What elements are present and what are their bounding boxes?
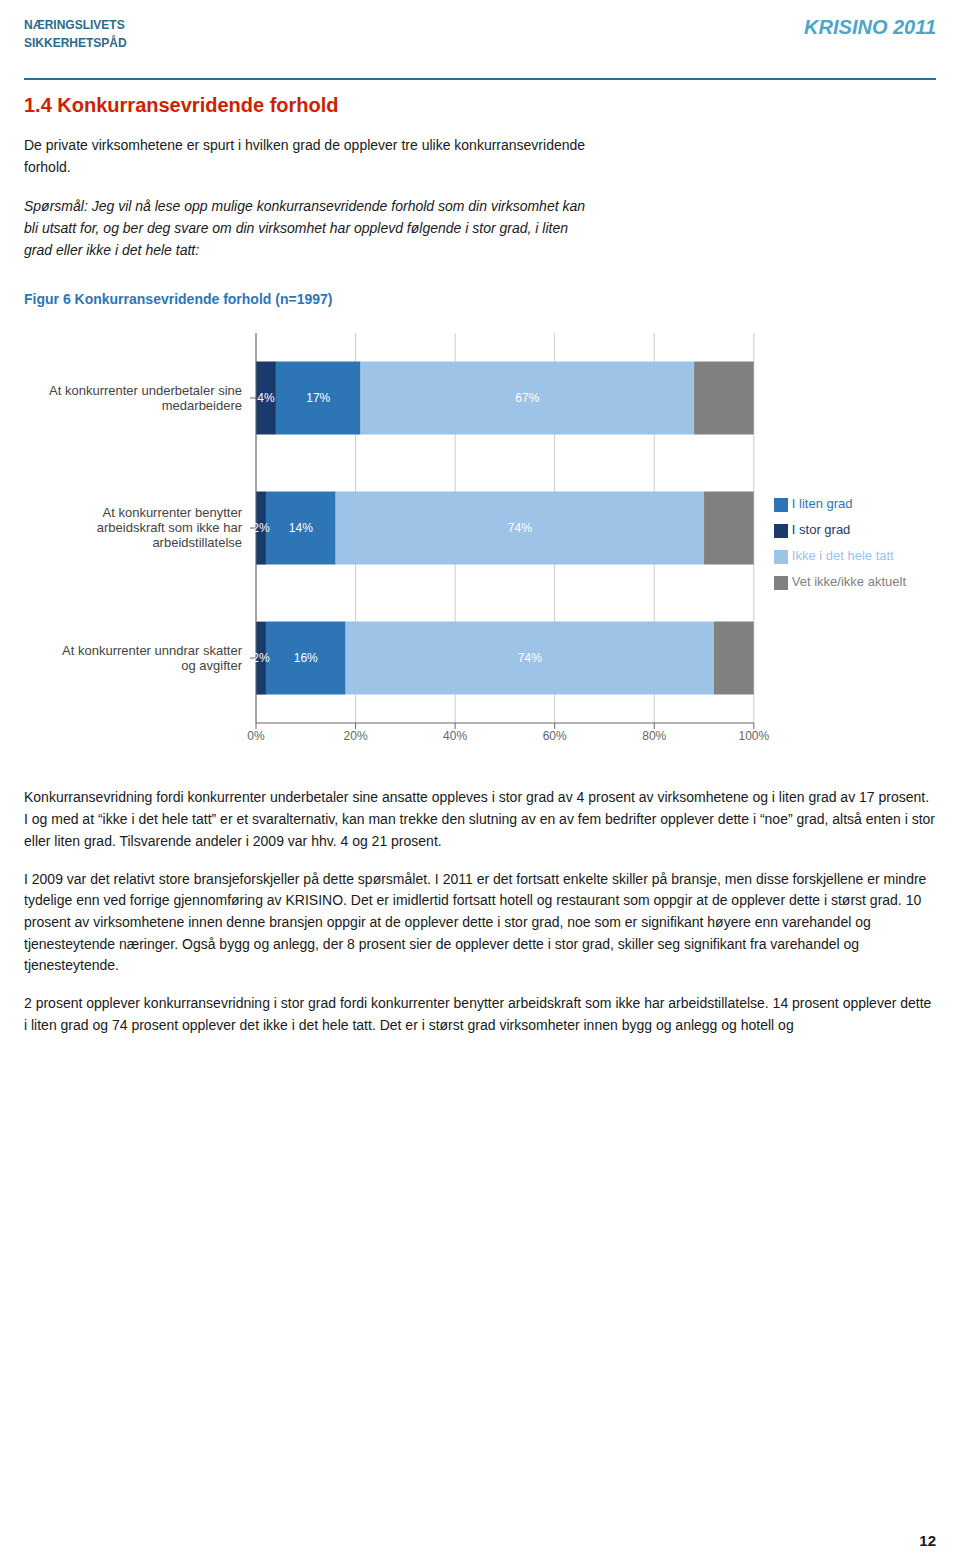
svg-text:At konkurrenter benytterarbeid: At konkurrenter benytterarbeidskraft som… xyxy=(97,505,243,550)
svg-text:4%: 4% xyxy=(257,392,275,406)
svg-text:74%: 74% xyxy=(508,522,532,536)
svg-text:80%: 80% xyxy=(642,729,666,743)
svg-text:2%: 2% xyxy=(252,652,270,666)
html-text:De private virksomhetene er sp: De private virksomhetene er spurt i hvil… xyxy=(24,137,586,175)
html-text:SIKKERHETSРÅD: SIKKERHETSРÅD xyxy=(24,36,127,50)
html-text:Vet ikke/ikke aktuelt: Vet ikke/ikke aktuelt xyxy=(791,574,906,590)
svg-text:0%: 0% xyxy=(247,729,265,743)
html-text:Ikke i det hele tatt: Ikke i det hele tatt xyxy=(791,548,894,564)
html-text:I liten grad: I liten grad xyxy=(791,496,853,512)
svg-text:14%: 14% xyxy=(289,522,313,536)
svg-text:At konkurrenter unndrar skatte: At konkurrenter unndrar skatterog avgift… xyxy=(62,643,243,673)
html-text:I 2009 var det relativt store: I 2009 var det relativt store bransjefor… xyxy=(24,870,927,974)
html-text:Figur 6 Konkurransevridende fo: Figur 6 Konkurransevridende forhold (n=1… xyxy=(24,291,333,308)
html-text:KRISINO 2011: KRISINO 2011 xyxy=(804,16,936,38)
svg-text:17%: 17% xyxy=(306,392,330,406)
html-text:1.4 Konkurransevridende forhol: 1.4 Konkurransevridende forhold xyxy=(24,94,339,116)
svg-text:40%: 40% xyxy=(443,729,467,743)
svg-text:20%: 20% xyxy=(344,729,368,743)
svg-text:2%: 2% xyxy=(252,522,270,536)
html-text:Konkurransevridning fordi konk: Konkurransevridning fordi konkurrenter u… xyxy=(24,789,935,849)
svg-text:67%: 67% xyxy=(515,392,539,406)
svg-text:60%: 60% xyxy=(543,729,567,743)
html-text:NÆRINGSLIVETS: NÆRINGSLIVETS xyxy=(24,18,125,32)
html-text:12: 12 xyxy=(919,1532,936,1549)
svg-text:At konkurrenter underbetaler s: At konkurrenter underbetaler sinemedarbe… xyxy=(49,383,242,413)
html-text:2 prosent opplever konkurranse: 2 prosent opplever konkurransevridning i… xyxy=(24,994,932,1033)
html-text:I stor grad: I stor grad xyxy=(791,522,851,538)
svg-text:100%: 100% xyxy=(738,729,769,743)
svg-text:74%: 74% xyxy=(518,652,542,666)
svg-text:16%: 16% xyxy=(294,652,318,666)
html-text:Spørsmål: Jeg vil nå lese opp: Spørsmål: Jeg vil nå lese opp mulige kon… xyxy=(24,198,585,258)
